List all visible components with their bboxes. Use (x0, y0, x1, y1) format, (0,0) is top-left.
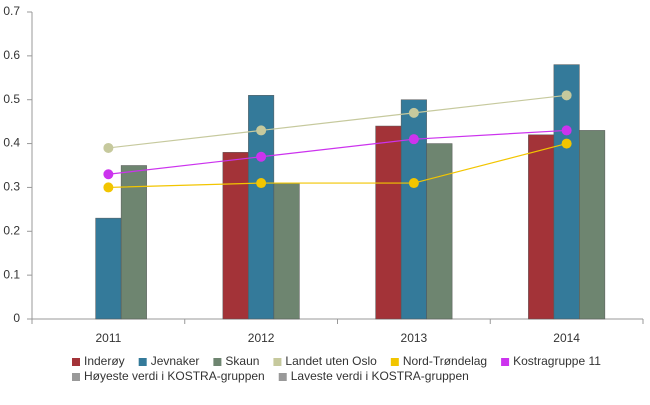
y-tick-label: 0.1 (3, 267, 20, 281)
y-tick-label: 0.5 (3, 92, 20, 106)
point (408, 134, 419, 145)
x-tick-label: 2013 (401, 331, 428, 345)
legend-marker (72, 358, 80, 366)
bar (400, 99, 427, 320)
x-tick-label: 2011 (95, 331, 121, 345)
legend-marker (138, 358, 147, 366)
bar (426, 143, 453, 320)
point (408, 107, 419, 118)
legend-label: Laveste verdi i KOSTRA-gruppen (291, 369, 469, 383)
bar (553, 64, 580, 320)
legend-label: Høyeste verdi i KOSTRA-gruppen (84, 369, 265, 383)
legend-label: Jevnaker (151, 354, 200, 368)
line (108, 129, 567, 175)
point (256, 151, 267, 162)
bar (95, 217, 122, 320)
legend-marker (390, 358, 399, 366)
legend-label: Skaun (225, 354, 259, 368)
legend-label: Landet uten Oslo (285, 354, 377, 368)
y-tick-label: 0.7 (3, 4, 20, 18)
x-tick-label: 2012 (248, 331, 275, 345)
bar (375, 125, 402, 320)
y-tick-label: 0.3 (3, 180, 20, 194)
line (108, 142, 567, 189)
legend-marker (213, 358, 222, 366)
point (408, 178, 419, 189)
bar (120, 165, 147, 320)
y-tick-label: 0.6 (3, 48, 20, 62)
point (103, 182, 114, 193)
line (108, 94, 567, 149)
point (256, 125, 267, 136)
bar (528, 134, 555, 320)
legend-marker (72, 373, 80, 381)
y-tick-label: 0 (13, 311, 20, 325)
bar (579, 130, 606, 320)
bar (222, 152, 249, 320)
legend-marker (273, 358, 282, 366)
legend-label: Nord-Trøndelag (403, 354, 487, 368)
point (561, 90, 572, 101)
point (561, 138, 572, 149)
x-tick-label: 2014 (553, 331, 580, 345)
legend-marker (278, 373, 287, 381)
y-tick-label: 0.4 (3, 136, 20, 150)
point (103, 169, 114, 180)
point (561, 125, 572, 136)
point (256, 178, 267, 189)
legend-marker (501, 358, 510, 366)
bar (273, 182, 300, 320)
y-tick-label: 0.2 (3, 223, 20, 237)
legend-label: Kostragruppe 11 (513, 354, 601, 368)
point (103, 142, 114, 153)
legend-label: Inderøy (84, 354, 125, 368)
